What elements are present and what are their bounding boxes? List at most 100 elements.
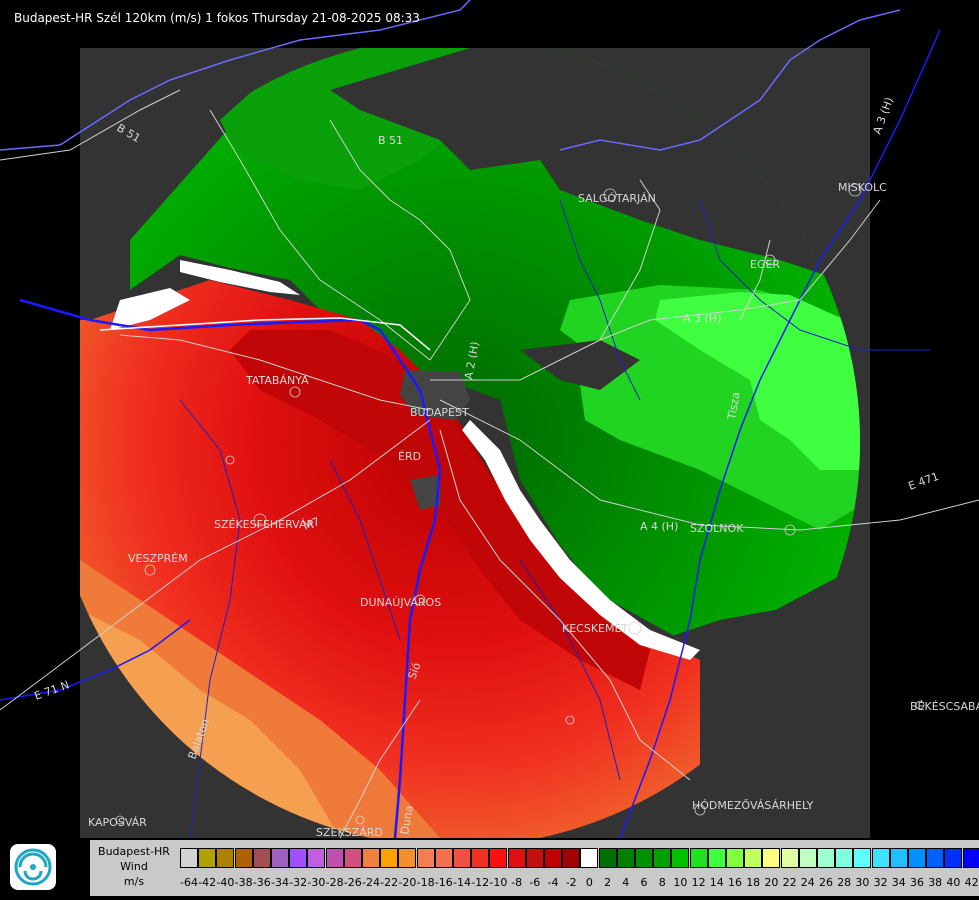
legend-swatch (908, 848, 926, 868)
legend-swatch (398, 848, 417, 868)
place-budapest: BUDAPEST (410, 406, 469, 419)
red-echo-core (230, 330, 650, 690)
legend-swatch (671, 848, 690, 868)
legend-swatch (762, 848, 781, 868)
place-erd: ÉRD (398, 450, 421, 463)
river-label-tisza: Tisza (725, 391, 743, 422)
legend-value-label: -24 (362, 876, 380, 889)
legend-value-label: 12 (691, 876, 706, 889)
legend-value-label: -8 (511, 876, 523, 889)
place-kaposvar: KAPOSVÁR (88, 816, 147, 829)
town-outlines (115, 183, 925, 825)
velocity-legend: Budapest-HR Wind m/s -64 -42 -40 -38 -36 -34-… (90, 840, 979, 896)
legend-value-label: 10 (673, 876, 688, 889)
legend-value-label: 18 (746, 876, 761, 889)
legend-value-label: 4 (622, 876, 630, 889)
legend-value-label: 40 (946, 876, 961, 889)
legend-swatch (544, 848, 562, 868)
zero-velocity-band-3 (462, 420, 700, 660)
swirl-logo-icon (14, 848, 52, 886)
erd-urban-area (410, 475, 440, 510)
zero-velocity-band (180, 260, 300, 295)
legend-value-label: 38 (928, 876, 943, 889)
legend-value-label: 32 (873, 876, 888, 889)
legend-value-label: -42 (198, 876, 217, 889)
road-label-a3: A 3 (H) (683, 312, 721, 325)
place-eger: EGER (750, 258, 780, 271)
legend-swatch (653, 848, 672, 868)
legend-value-label: -64 (180, 876, 198, 889)
legend-value-label: -20 (398, 876, 417, 889)
legend-value-label: -34 (271, 876, 289, 889)
legend-swatch (434, 848, 453, 868)
legend-swatch (889, 848, 908, 868)
legend-swatch (271, 848, 289, 868)
legend-value-label: 2 (604, 876, 612, 889)
legend-value-label: -14 (453, 876, 471, 889)
legend-swatch (944, 848, 963, 868)
river-label-sio: Sió (406, 661, 424, 681)
legend-value-label: -18 (416, 876, 435, 889)
motorway-main (99, 317, 431, 351)
legend-value-label: 8 (658, 876, 666, 889)
legend-title-radar: Budapest-HR (98, 845, 170, 858)
legend-value-label: -30 (307, 876, 326, 889)
legend-value-label: 28 (837, 876, 852, 889)
road-label-a4: A 4 (H) (640, 520, 678, 533)
legend-value-label: 30 (855, 876, 870, 889)
legend-value-label: -10 (489, 876, 508, 889)
legend-swatch (707, 848, 726, 868)
legend-swatch (416, 848, 435, 868)
legend-swatch (798, 848, 817, 868)
zero-velocity-band-2 (110, 288, 190, 330)
legend-swatch (198, 848, 217, 868)
legend-swatch (616, 848, 635, 868)
legend-value-label: -6 (529, 876, 541, 889)
met-service-logo (10, 844, 56, 890)
road-label-e71: E 71 N (33, 678, 71, 703)
legend-swatch (853, 848, 872, 868)
legend-value-label: -16 (434, 876, 453, 889)
legend-value-label: 16 (728, 876, 742, 889)
legend-value-label: 20 (764, 876, 779, 889)
legend-swatch (926, 848, 945, 868)
legend-value-label: -28 (325, 876, 344, 889)
road-label-b51b: B 51 (378, 134, 403, 147)
legend-swatch (362, 848, 380, 868)
legend-swatch (689, 848, 708, 868)
legend-swatch (962, 848, 979, 868)
legend-swatch (489, 848, 508, 868)
legend-swatch (507, 848, 526, 868)
legend-value-label: 26 (819, 876, 833, 889)
tisza-river (619, 29, 941, 839)
legend-swatch (307, 848, 326, 868)
legend-swatch (817, 848, 835, 868)
legend-value-label: 34 (891, 876, 906, 889)
legend-value-label: -38 (234, 876, 253, 889)
legend-value-label: -36 (252, 876, 271, 889)
place-hodmezovasarhely: HÓDMEZŐVÁSÁRHELY (692, 798, 814, 812)
legend-value-label: 22 (782, 876, 797, 889)
legend-swatch (471, 848, 490, 868)
place-szekesfehervar: SZÉKESFEHÉRVÁR (214, 518, 315, 531)
legend-swatch (598, 848, 617, 868)
legend-value-label: 0 (585, 876, 593, 889)
legend-swatch (835, 848, 854, 868)
legend-swatch (580, 848, 599, 868)
legend-swatch (234, 848, 253, 868)
legend-swatch (289, 848, 308, 868)
legend-swatch (780, 848, 799, 868)
county-borders (179, 199, 930, 839)
legend-swatch (325, 848, 344, 868)
legend-value-label: 14 (709, 876, 724, 889)
place-veszprem: VESZPRÉM (128, 552, 188, 565)
legend-title-unit: m/s (123, 875, 145, 888)
place-szekszard: SZEKSZÁRD (316, 826, 383, 839)
place-bekescsaba: BÉKÉSCSABA (910, 700, 979, 713)
legend-swatch (343, 848, 362, 868)
legend-value-label: 24 (800, 876, 815, 889)
legend-value-label: -4 (547, 876, 559, 889)
legend-value-label: -22 (380, 876, 399, 889)
road-label-e471: E 471 (907, 470, 941, 493)
